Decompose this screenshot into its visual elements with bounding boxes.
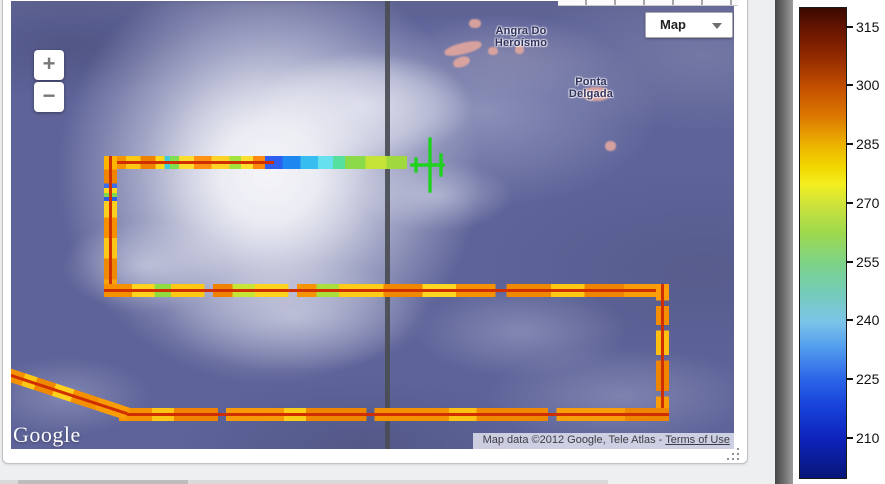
track-segment — [103, 156, 117, 293]
colorbar-tick-mark — [847, 436, 853, 439]
place-label-angra-do-heroismo: Angra Do Heroísmo — [466, 25, 576, 49]
resize-grip-icon[interactable] — [727, 448, 739, 460]
colorbar-tick-label: 315 — [856, 18, 880, 35]
place-label-line: Delgada — [568, 88, 614, 100]
colorbar-tick-label: 255 — [856, 253, 880, 270]
cross-section-line — [385, 1, 390, 449]
place-label-line: Heroísmo — [494, 37, 548, 49]
google-logo: Google — [13, 422, 81, 447]
colorbar-tick-mark — [847, 201, 853, 204]
colorbar-ticks: 315 300 285 270 255 240 225 210 — [793, 0, 885, 484]
colorbar-tick-mark — [847, 143, 853, 146]
track-centerline — [111, 160, 274, 164]
colorbar-tick-mark — [847, 84, 853, 87]
map-container: Angra Do Heroísmo Ponta Delgada Google M… — [2, 0, 748, 464]
colorbar-tick-label: 210 — [856, 429, 880, 446]
track-segment — [655, 284, 669, 421]
map-type-label: Map — [660, 17, 686, 32]
island — [515, 45, 524, 54]
map-viewport[interactable]: Angra Do Heroísmo Ponta Delgada Google M… — [11, 1, 734, 449]
track-centerline — [104, 288, 663, 292]
colorbar-tick-label: 285 — [856, 136, 880, 153]
place-label-line: Angra Do — [495, 25, 547, 37]
aircraft-icon — [410, 137, 445, 193]
place-label-line: Ponta — [575, 76, 607, 88]
island — [488, 47, 498, 55]
colorbar-tick-mark — [847, 25, 853, 28]
colorbar-tick-mark — [847, 378, 853, 381]
track-segment — [111, 155, 407, 169]
ruler-strip — [558, 0, 738, 6]
island — [582, 87, 610, 101]
scrollbar-thumb[interactable] — [18, 480, 188, 484]
colorbar-panel: 315 300 285 270 255 240 225 210 — [793, 0, 885, 484]
zoom-out-button[interactable]: − — [34, 82, 64, 112]
colorbar-panel-shadow — [775, 0, 793, 484]
island — [469, 19, 481, 28]
colorbar-tick-label: 240 — [856, 312, 880, 329]
hurricane-cloud-overlay — [11, 1, 734, 449]
caret-down-icon — [712, 23, 722, 29]
colorbar-tick-mark — [847, 319, 853, 322]
horizontal-scrollbar[interactable] — [0, 480, 608, 484]
attribution: Map data ©2012 Google, Tele Atlas - Term… — [472, 433, 734, 449]
terms-of-use-link[interactable]: Terms of Use — [665, 434, 730, 446]
colorbar-tick-label: 300 — [856, 77, 880, 94]
colorbar-tick-label: 270 — [856, 194, 880, 211]
zoom-in-button[interactable]: + — [34, 50, 64, 80]
track-centerline — [108, 156, 112, 293]
colorbar-tick-label: 225 — [856, 371, 880, 388]
place-label-ponta-delgada: Ponta Delgada — [551, 76, 631, 100]
track-centerline — [660, 284, 664, 421]
track-segment — [104, 283, 663, 297]
colorbar-gradient — [799, 7, 847, 479]
map-type-button[interactable]: Map — [645, 12, 733, 38]
island — [605, 141, 616, 151]
track-centerline — [119, 412, 669, 416]
track-segment — [119, 407, 669, 421]
colorbar-tick-mark — [847, 260, 853, 263]
aircraft-glyph — [410, 137, 445, 193]
attribution-text: Map data ©2012 Google, Tele Atlas - — [482, 434, 666, 446]
